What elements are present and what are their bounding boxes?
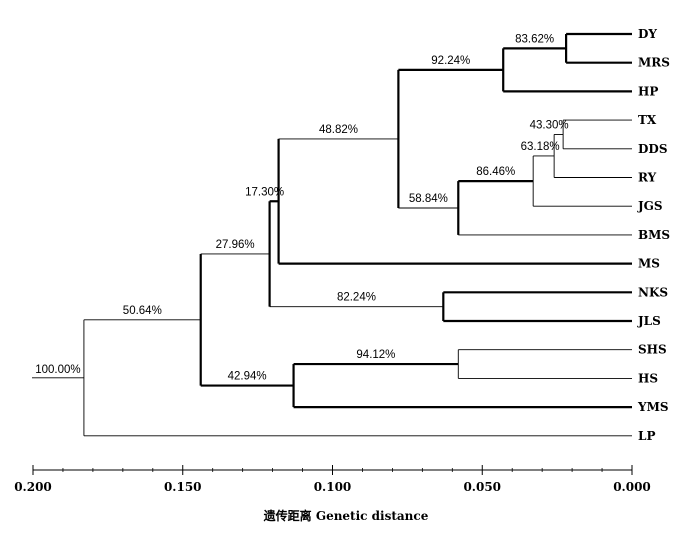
leaf-label: BMS: [638, 228, 670, 242]
axis-title: 遗传距离 Genetic distance: [263, 508, 429, 523]
bootstrap-value: 58.84%: [409, 193, 448, 205]
leaf-label: DDS: [638, 142, 667, 156]
leaf-label: HP: [638, 84, 658, 98]
leaf-label: RY: [638, 171, 657, 185]
bootstrap-value: 27.96%: [216, 239, 255, 251]
leaf-label: NKS: [638, 285, 668, 299]
bootstrap-value: 82.24%: [337, 292, 376, 304]
axis-tick-label: 0.100: [314, 480, 352, 494]
bootstrap-value: 94.12%: [356, 349, 395, 361]
leaf-label: DY: [638, 27, 657, 41]
bootstrap-value: 83.62%: [515, 33, 554, 45]
bootstrap-value: 42.94%: [228, 371, 267, 383]
bootstrap-value: 63.18%: [521, 141, 560, 153]
bootstrap-value: 48.82%: [319, 124, 358, 136]
bootstrap-labels: 83.62% 92.24% 43.30% 63.18% 86.46% 58.84% 48.8…: [35, 33, 568, 382]
leaf-label: MRS: [638, 56, 670, 70]
bootstrap-value: 50.64%: [123, 305, 162, 317]
bootstrap-value: 17.30%: [245, 186, 284, 198]
axis-tick-label: 0.150: [164, 480, 202, 494]
leaf-label: SHS: [638, 343, 667, 357]
axis-tick-label: 0.000: [613, 480, 651, 494]
leaf-labels: DY MRS HP TX DDS RY JGS BMS MS NKS JLS SHS HS YMS LP: [637, 27, 670, 443]
axis-tick-label: 0.200: [14, 480, 52, 494]
leaf-label: HS: [638, 371, 658, 385]
distance-axis: 0.200 0.150 0.100 0.050 0.000: [14, 465, 651, 494]
bootstrap-value: 100.00%: [35, 364, 80, 376]
bootstrap-value: 86.46%: [476, 166, 515, 178]
leaf-label: MS: [638, 257, 660, 271]
axis-tick-label: 0.050: [463, 480, 501, 494]
leaf-label: YMS: [637, 400, 669, 414]
leaf-label: JLS: [637, 314, 661, 328]
bootstrap-value: 43.30%: [530, 119, 569, 131]
leaf-label: TX: [638, 113, 657, 127]
tree-branches: [32, 32, 632, 437]
bootstrap-value: 92.24%: [431, 55, 470, 67]
leaf-label: JGS: [637, 199, 663, 213]
leaf-label: LP: [638, 429, 655, 443]
